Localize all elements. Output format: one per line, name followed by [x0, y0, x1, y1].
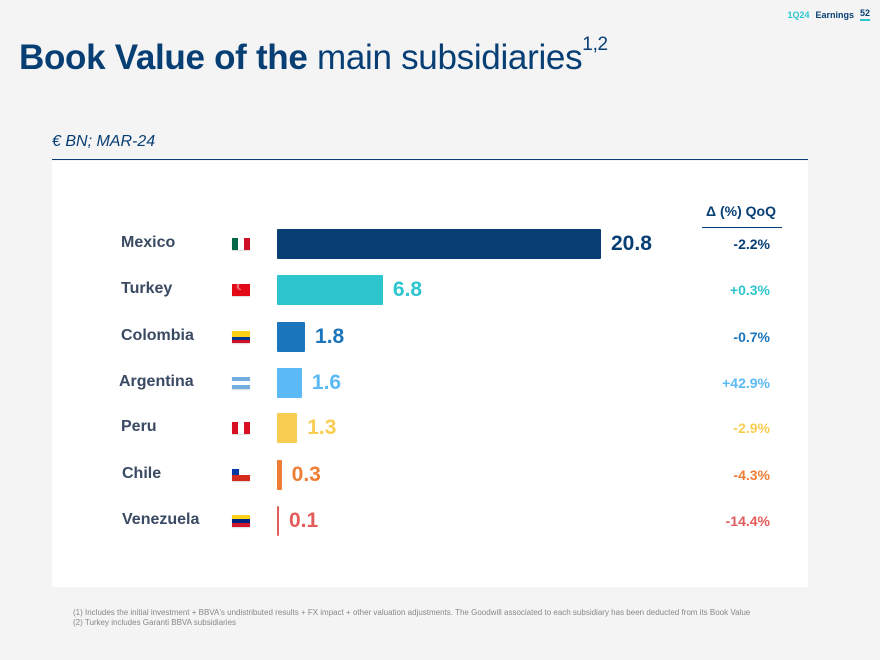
bar-mexico	[277, 229, 601, 259]
value-label-colombia: 1.8	[315, 325, 345, 348]
qoq-change-argentina: +42.9%	[722, 375, 770, 391]
category-label-mexico: Mexico	[121, 234, 176, 251]
value-label-venezuela: 0.1	[289, 509, 319, 532]
category-label-turkey: Turkey	[121, 280, 173, 297]
qoq-change-venezuela: -14.4%	[725, 513, 770, 529]
header-meta: 1Q24 Earnings 52	[787, 8, 870, 21]
qoq-divider	[702, 227, 782, 228]
page-number: 52	[859, 8, 870, 21]
qoq-change-chile: -4.3%	[733, 467, 770, 483]
title-light: main subsidiaries	[317, 38, 583, 77]
turkey-flag-icon: ☾	[232, 284, 250, 296]
bar-turkey	[277, 275, 383, 305]
category-label-argentina: Argentina	[119, 373, 194, 390]
value-label-argentina: 1.6	[311, 371, 342, 394]
value-label-mexico: 20.8	[611, 232, 652, 255]
value-label-chile: 0.3	[291, 463, 321, 486]
peru-flag-icon	[232, 422, 250, 434]
qoq-change-turkey: +0.3%	[729, 282, 770, 298]
unit-label: € BN; MAR-24	[52, 133, 156, 150]
unit-divider	[52, 159, 808, 160]
header-label: Earnings	[815, 9, 854, 20]
bar-colombia	[277, 322, 306, 352]
value-label-peru: 1.3	[307, 416, 337, 439]
bar-venezuela	[277, 506, 279, 536]
chile-flag-icon	[232, 469, 250, 481]
value-label-turkey: 6.8	[392, 278, 423, 301]
qoq-header: Δ (%) QoQ	[706, 203, 776, 219]
venezuela-flag-icon	[232, 515, 250, 527]
title-bold: Book Value of the	[19, 38, 308, 77]
qoq-change-mexico: -2.2%	[733, 236, 770, 252]
category-label-chile: Chile	[122, 465, 162, 482]
qoq-change-colombia: -0.7%	[733, 329, 770, 345]
qoq-change-peru: -2.9%	[733, 420, 770, 436]
category-label-peru: Peru	[121, 418, 157, 435]
category-label-colombia: Colombia	[121, 327, 194, 344]
footnote-2: (2) Turkey includes Garanti BBVA subsidi…	[73, 618, 237, 627]
title-superscript: 1,2	[582, 34, 608, 55]
category-label-venezuela: Venezuela	[122, 511, 200, 528]
mexico-flag-icon	[232, 238, 250, 250]
bar-argentina	[277, 368, 302, 398]
bar-chile	[277, 460, 282, 490]
header-period: 1Q24	[787, 9, 810, 20]
footnotes: (1) Includes the initial investment + BB…	[73, 608, 750, 628]
footnote-1: (1) Includes the initial investment + BB…	[73, 608, 751, 617]
bar-peru	[277, 413, 298, 443]
argentina-flag-icon	[232, 377, 250, 389]
page-title: Book Value of the main subsidiaries1,2	[19, 34, 608, 78]
colombia-flag-icon	[232, 331, 250, 343]
